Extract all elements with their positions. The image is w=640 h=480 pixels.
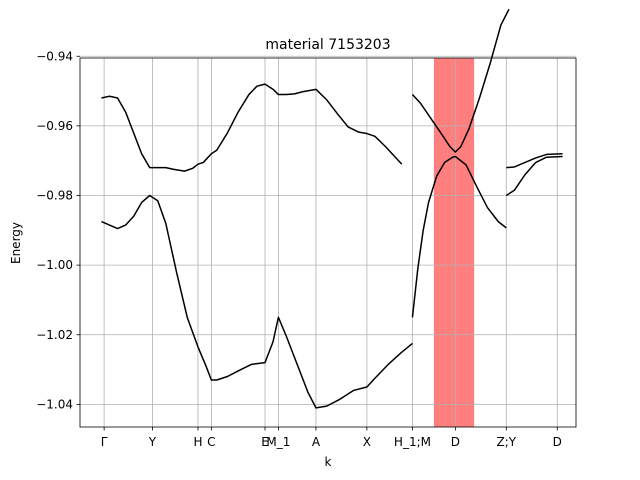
band-line xyxy=(505,155,563,197)
band-line xyxy=(101,194,413,409)
x-tick-label: Y xyxy=(148,435,157,449)
x-tick-label: Z;Y xyxy=(496,435,516,449)
x-tick-label: C xyxy=(207,435,215,449)
x-axis-label: k xyxy=(325,455,332,469)
x-tick-label: D xyxy=(553,435,562,449)
y-tick-label: −0.94 xyxy=(36,49,73,63)
x-tick-label: Γ xyxy=(101,435,108,449)
x-tick-label: D xyxy=(451,435,460,449)
band-line xyxy=(411,155,507,318)
y-tick-label: −1.02 xyxy=(36,328,73,342)
x-tick-label: H xyxy=(193,435,202,449)
band-line xyxy=(101,83,403,172)
plot-area: Γ Y H C EM_1 A X H_1;M D Z;Y D −1.04 −1.02 −1.00 −0.98… xyxy=(36,8,577,449)
y-tick-label: −0.96 xyxy=(36,119,73,133)
x-tick-label: M_1 xyxy=(266,435,290,449)
band-line xyxy=(506,152,563,169)
y-axis-label: Energy xyxy=(9,222,23,264)
y-tick-label: −1.00 xyxy=(36,258,73,272)
x-tick-label: A xyxy=(312,435,321,449)
chart-title: material 7153203 xyxy=(265,37,390,53)
y-tick-label: −0.98 xyxy=(36,189,73,203)
y-tick-label: −1.04 xyxy=(36,397,73,411)
x-tick-label: H_1;M xyxy=(394,435,431,449)
axes-frame xyxy=(79,57,577,428)
highlight-band xyxy=(433,58,475,427)
x-tick-label: X xyxy=(363,435,371,449)
band-line xyxy=(411,8,510,153)
x-tick-label: E xyxy=(261,435,269,449)
